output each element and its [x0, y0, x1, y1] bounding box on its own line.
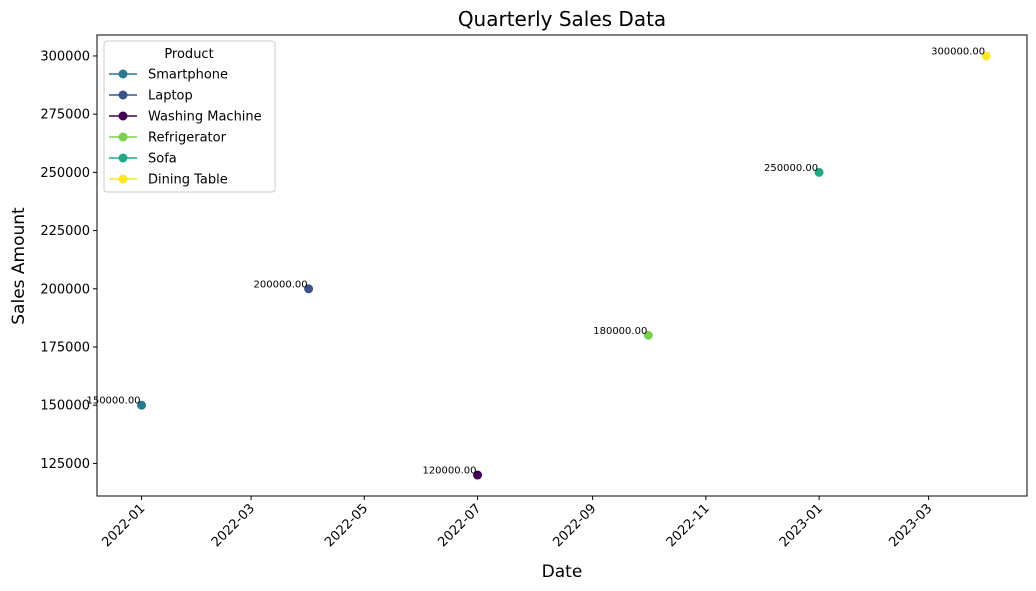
x-tick-label: 2022-01 [99, 501, 148, 550]
data-points: 150000.00 200000.00 120000.00 180000.00 2500… [86, 46, 991, 480]
data-label: 180000.00 [593, 326, 647, 337]
legend: Product Smartphone Laptop Washing Machine R… [103, 40, 276, 193]
x-axis-label: Date [542, 562, 583, 582]
legend-title: Product [164, 47, 213, 62]
data-point [137, 400, 147, 410]
x-tick-label: 2023-01 [777, 501, 826, 550]
legend-label: Smartphone [148, 68, 228, 83]
y-tick-label: 250000 [40, 166, 90, 181]
x-tick-label: 2022-07 [435, 501, 484, 550]
data-point [643, 330, 653, 340]
y-tick-label: 200000 [40, 282, 90, 297]
y-tick-label: 225000 [40, 224, 90, 239]
x-tick-label: 2022-05 [322, 501, 371, 550]
data-label: 300000.00 [931, 46, 985, 57]
y-tick-label: 275000 [40, 108, 90, 123]
legend-marker [118, 132, 128, 142]
data-point [304, 284, 314, 294]
x-tick-label: 2022-11 [664, 501, 713, 550]
legend-marker [118, 174, 128, 184]
legend-box [103, 40, 276, 193]
y-tick-label: 150000 [40, 399, 90, 414]
y-tick-label: 175000 [40, 340, 90, 355]
data-point [473, 470, 483, 480]
x-tick-label: 2022-09 [550, 501, 599, 550]
data-label: 120000.00 [422, 466, 476, 477]
legend-label: Refrigerator [148, 131, 227, 146]
data-point [814, 167, 824, 177]
legend-marker [118, 111, 128, 121]
plot-area [96, 34, 1028, 497]
chart-title: Quarterly Sales Data [458, 7, 666, 31]
data-point [981, 51, 991, 61]
x-axis: 2022-01 2022-03 2022-05 2022-07 2022-09 2022-… [99, 496, 935, 550]
y-tick-label: 300000 [40, 49, 90, 64]
y-tick-label: 125000 [40, 457, 90, 472]
y-axis-label: Sales Amount [9, 207, 29, 325]
x-tick-label: 2022-03 [209, 501, 258, 550]
legend-marker [118, 153, 128, 163]
data-label: 150000.00 [86, 396, 140, 407]
data-label: 250000.00 [764, 163, 818, 174]
y-axis: 125000 150000 175000 200000 225000 250000 2750… [40, 49, 97, 472]
legend-marker [118, 69, 128, 79]
legend-label: Dining Table [148, 173, 228, 188]
legend-label: Sofa [148, 152, 177, 167]
legend-label: Laptop [148, 89, 193, 104]
legend-label: Washing Machine [148, 110, 262, 125]
x-tick-label: 2023-03 [886, 501, 935, 550]
data-label: 200000.00 [254, 279, 308, 290]
legend-marker [118, 90, 128, 100]
